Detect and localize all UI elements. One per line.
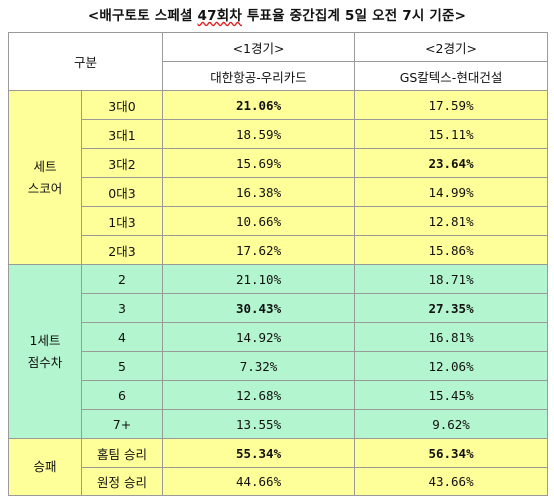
header-category: 구분 (7, 32, 164, 91)
row-label: 4 (80, 322, 164, 352)
header-game1-no: <1경기> (162, 32, 356, 62)
game1-rate: 44.66% (162, 467, 356, 496)
header-row-2: 대한항공-우리카드 GS칼텍스-현대건설 (9, 61, 549, 91)
group-label-set-score: 세트 스코어 (8, 90, 82, 265)
game2-rate: 15.11% (354, 119, 549, 149)
vote-rate-table: 구분 <1경기> <2경기> 대한항공-우리카드 GS칼텍스-현대건설 세트 스… (7, 32, 549, 496)
game1-rate: 15.69% (162, 148, 356, 178)
row-label: 3대0 (80, 90, 164, 120)
table-row: 3 30.43% 27.35% (9, 293, 549, 323)
table-row: 1세트 점수차 2 21.10% 18.71% (8, 264, 549, 439)
row-label: 5 (80, 351, 164, 381)
header-game1-teams: 대한항공-우리카드 (162, 61, 356, 91)
row-label: 0대3 (80, 177, 164, 207)
title-round: 47회차 (197, 8, 242, 24)
header-game2-no: <2경기> (354, 32, 549, 62)
game1-rate: 10.66% (162, 206, 356, 236)
game1-rate: 16.38% (162, 177, 356, 207)
table-row: 1대3 10.66% 12.81% (9, 206, 549, 236)
table-row: 3대2 15.69% 23.64% (9, 148, 549, 178)
table-row: 6 12.68% 15.45% (9, 380, 549, 410)
game2-rate: 14.99% (354, 177, 549, 207)
game1-rate: 13.55% (162, 409, 356, 439)
game1-rate: 7.32% (162, 351, 356, 381)
title-text: <배구토토 스페셜 (87, 8, 198, 24)
game1-rate: 30.43% (162, 293, 356, 323)
game2-rate: 9.62% (354, 409, 549, 439)
group-label-win-loss: 승패 (8, 438, 82, 496)
game1-rate: 21.06% (162, 90, 356, 120)
game2-rate: 12.06% (354, 351, 549, 381)
game1-rate: 14.92% (162, 322, 356, 352)
group-label-point-diff: 1세트 점수차 (8, 264, 82, 439)
table-row: 7+ 13.55% 9.62% (9, 409, 549, 439)
row-label: 7+ (80, 409, 164, 439)
table-row: 0대3 16.38% 14.99% (9, 177, 549, 207)
game1-rate: 17.62% (162, 235, 356, 265)
row-label: 2대3 (80, 235, 164, 265)
header-game2-teams: GS칼텍스-현대건설 (354, 61, 549, 91)
game1-rate: 18.59% (162, 119, 356, 149)
game1-rate: 12.68% (162, 380, 356, 410)
row-label: 3대2 (80, 148, 164, 178)
row-label: 3대1 (80, 119, 164, 149)
row-label: 1대3 (80, 206, 164, 236)
game2-rate: 56.34% (354, 438, 549, 468)
game2-rate: 12.81% (354, 206, 549, 236)
table-row: 세트 스코어 3대0 21.06% 17.59% (8, 90, 549, 265)
header-row-1: 구분 <1경기> <2경기> (7, 32, 549, 91)
table-row: 5 7.32% 12.06% (9, 351, 549, 381)
row-label: 2 (80, 264, 164, 294)
row-label: 원정 승리 (80, 467, 164, 496)
row-label: 홈팀 승리 (80, 438, 164, 468)
table-row: 원정 승리 44.66% 43.66% (9, 467, 549, 496)
game2-rate: 27.35% (354, 293, 549, 323)
game1-rate: 21.10% (162, 264, 356, 294)
game2-rate: 15.86% (354, 235, 549, 265)
table-row: 승패 홈팀 승리 55.34% 56.34% (8, 438, 549, 496)
game2-rate: 43.66% (354, 467, 549, 496)
title-text-end: 투표율 중간집계 5일 오전 7시 기준> (241, 8, 467, 24)
game2-rate: 23.64% (354, 148, 549, 178)
table-row: 3대1 18.59% 15.11% (9, 119, 549, 149)
table-row: 2대3 17.62% 15.86% (9, 235, 549, 265)
page-title: <배구토토 스페셜 47회차 투표율 중간집계 5일 오전 7시 기준> (0, 4, 554, 24)
row-label: 6 (80, 380, 164, 410)
game2-rate: 16.81% (354, 322, 549, 352)
game2-rate: 17.59% (354, 90, 549, 120)
row-label: 3 (80, 293, 164, 323)
game2-rate: 15.45% (354, 380, 549, 410)
table-row: 4 14.92% 16.81% (9, 322, 549, 352)
game1-rate: 55.34% (162, 438, 356, 468)
game2-rate: 18.71% (354, 264, 549, 294)
